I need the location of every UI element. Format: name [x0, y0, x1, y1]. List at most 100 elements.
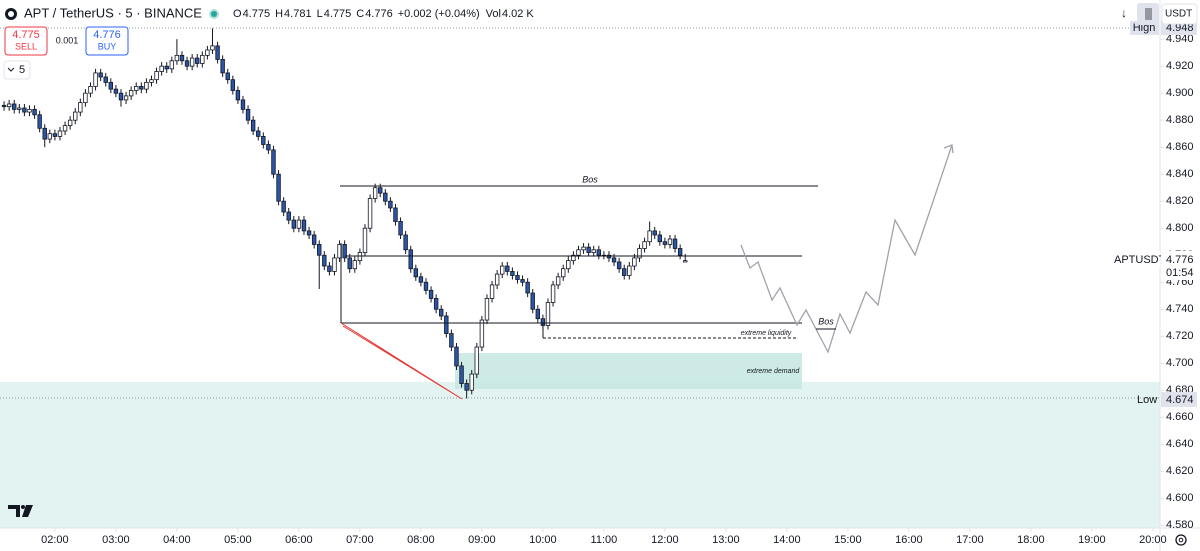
candle-body: [652, 230, 657, 236]
candle-body: [123, 95, 129, 101]
candle-body: [459, 365, 464, 384]
logo-part: [21, 505, 25, 509]
status-dot: [211, 11, 217, 17]
ohlc-value: 4.776: [365, 8, 393, 20]
candle-body: [662, 241, 668, 245]
y-tick-label: 4.740: [1166, 303, 1194, 315]
candle-body: [1, 104, 7, 108]
candle-body: [413, 268, 419, 278]
x-tick-label: 07:00: [346, 534, 374, 546]
candle-body: [149, 79, 154, 83]
projection-path: [740, 144, 953, 354]
symbol-title: APT / TetherUS · 5 · BINANCE: [24, 5, 202, 20]
candle-body: [586, 246, 591, 253]
extreme-demand-box: [455, 353, 802, 389]
interval-select[interactable]: [3, 60, 31, 80]
red-wedge: [340, 322, 463, 400]
currency-select[interactable]: [1161, 3, 1198, 25]
y-tick-label: 4.600: [1166, 492, 1194, 504]
x-tick-label: 02:00: [41, 534, 69, 546]
candle-body: [256, 130, 261, 137]
currency: USDT: [1165, 9, 1192, 20]
candle-body: [530, 292, 535, 310]
candle-body: [388, 200, 393, 209]
candle-body: [591, 249, 596, 253]
demand-zone: [0, 382, 1160, 528]
candle-body: [657, 234, 663, 243]
x-tick-label: 18:00: [1017, 534, 1045, 546]
y-tick-label: 4.800: [1166, 222, 1194, 234]
buy-price: 4.776: [93, 29, 121, 41]
projection-arrow: [943, 144, 954, 154]
x-tick-label: 10:00: [529, 534, 557, 546]
logo-part: [22, 505, 33, 517]
y-tick-label: 4.820: [1166, 195, 1194, 207]
x-tick-label: 19:00: [1078, 534, 1106, 546]
drawings: Bos extreme liquidity Bos extreme demand: [340, 144, 954, 400]
ohlc-label: L: [317, 8, 323, 20]
candle-body: [225, 72, 230, 81]
candle-body: [240, 99, 246, 110]
sell-label: SELL: [15, 41, 37, 51]
y-tick-label: 4.940: [1166, 33, 1194, 45]
buy-button[interactable]: [85, 26, 129, 56]
candle-body: [616, 261, 622, 270]
x-tick-label: 13:00: [712, 534, 740, 546]
spread: 0.001: [56, 35, 79, 45]
candle-body: [647, 230, 652, 243]
candle-body: [317, 244, 322, 256]
candle-body: [632, 257, 637, 267]
candle-body: [73, 111, 78, 121]
candle-body: [47, 133, 53, 140]
candle-body: [627, 265, 632, 276]
x-tick-label: 09:00: [468, 534, 496, 546]
candle-body: [525, 281, 530, 294]
y-tick-label: 4.660: [1166, 411, 1194, 423]
symbol-label: APTUSDT: [1114, 254, 1166, 266]
y-tick-label: 4.880: [1166, 114, 1194, 126]
x-tick-label: 11:00: [591, 534, 618, 546]
candle-body: [489, 284, 495, 299]
volume-label: Vol: [486, 8, 501, 20]
x-tick-label: 06:00: [285, 534, 313, 546]
candle-body: [306, 230, 312, 236]
tv-logo: [8, 505, 33, 517]
candle-body: [398, 221, 403, 236]
candle-body: [134, 86, 139, 91]
ohlc-value: 4.775: [324, 8, 352, 20]
x-tick-label: 04:00: [163, 534, 191, 546]
y-tick-label: 4.840: [1166, 168, 1194, 180]
x-tick-label: 16:00: [895, 534, 923, 546]
y-tick-label: 4.720: [1166, 330, 1194, 342]
candle-body: [220, 59, 225, 74]
candle-body: [271, 149, 276, 175]
candle-body: [464, 383, 469, 391]
candle-body: [642, 241, 647, 249]
candle-body: [561, 268, 566, 278]
x-tick-label: 15:00: [834, 534, 862, 546]
candle-body: [195, 57, 200, 64]
candle-body: [179, 54, 185, 62]
candle-body: [83, 92, 88, 104]
sell-button[interactable]: [4, 26, 48, 56]
candle-body: [505, 265, 510, 272]
candle-body: [393, 207, 398, 222]
candle-body: [606, 254, 612, 259]
candle-body: [57, 130, 63, 137]
candle-body: [128, 90, 134, 97]
candle-body: [449, 333, 454, 348]
candle-body: [42, 127, 47, 140]
candle-body: [439, 308, 444, 317]
candle-body: [22, 107, 27, 113]
candle-body: [571, 254, 576, 262]
candle-body: [423, 281, 429, 291]
annotation: Bos: [582, 174, 598, 184]
candle-body: [200, 54, 205, 64]
settings-icon[interactable]: [1175, 534, 1187, 546]
candle-body: [250, 119, 256, 132]
x-tick-label: 03:00: [102, 534, 130, 546]
candle-body: [367, 198, 373, 229]
candle-body: [291, 219, 297, 229]
low-value-tag: [1161, 392, 1197, 407]
